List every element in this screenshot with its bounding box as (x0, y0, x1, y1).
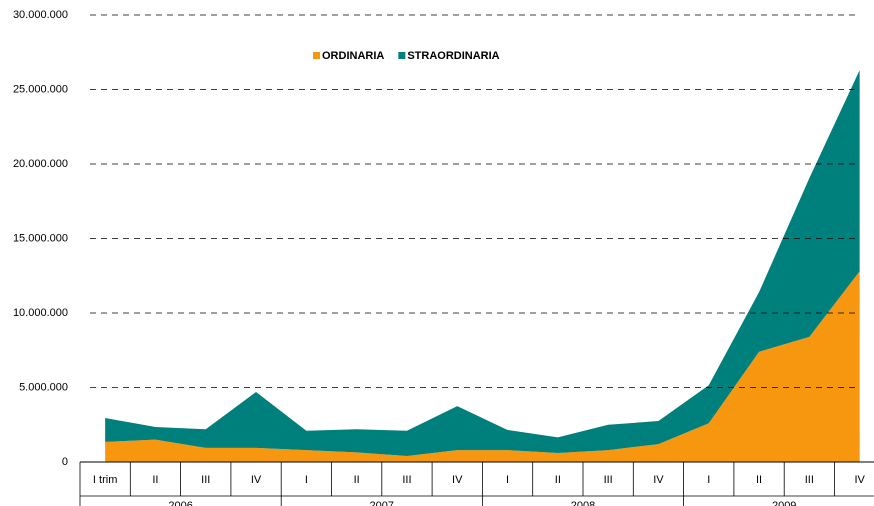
y-tick-label: 30.000.000 (13, 9, 68, 21)
year-label: 2006 (168, 500, 192, 506)
y-tick-label: 10.000.000 (13, 307, 68, 319)
area (105, 271, 860, 462)
x-tick-label: III (402, 474, 411, 486)
year-label: 2008 (571, 500, 595, 506)
year-label: 2009 (772, 500, 796, 506)
legend-label: STRAORDINARIA (407, 50, 499, 62)
x-tick-label: IV (452, 474, 463, 486)
legend-swatch (398, 52, 406, 59)
x-tick-label: I (305, 474, 308, 486)
x-tick-label: II (354, 474, 360, 486)
x-tick-label: III (604, 474, 613, 486)
y-tick-label: 5.000.000 (19, 381, 68, 393)
y-tick-label: 25.000.000 (13, 83, 68, 95)
x-tick-label: II (555, 474, 561, 486)
x-tick-label: I trim (93, 474, 117, 486)
x-tick-label: II (152, 474, 158, 486)
x-tick-label: III (201, 474, 210, 486)
legend-swatch (313, 52, 320, 59)
x-tick-label: IV (854, 474, 865, 486)
y-tick-label: 0 (62, 456, 68, 468)
x-tick-label: IV (251, 474, 262, 486)
x-tick-label: I (707, 474, 710, 486)
legend-label: ORDINARIA (322, 50, 384, 62)
year-label: 2007 (370, 500, 394, 506)
areas (105, 70, 860, 462)
y-tick-label: 20.000.000 (13, 158, 68, 170)
x-tick-label: IV (653, 474, 664, 486)
x-tick-label: III (805, 474, 814, 486)
x-tick-label: II (756, 474, 762, 486)
y-tick-label: 15.000.000 (13, 232, 68, 244)
x-tick-label: I (506, 474, 509, 486)
